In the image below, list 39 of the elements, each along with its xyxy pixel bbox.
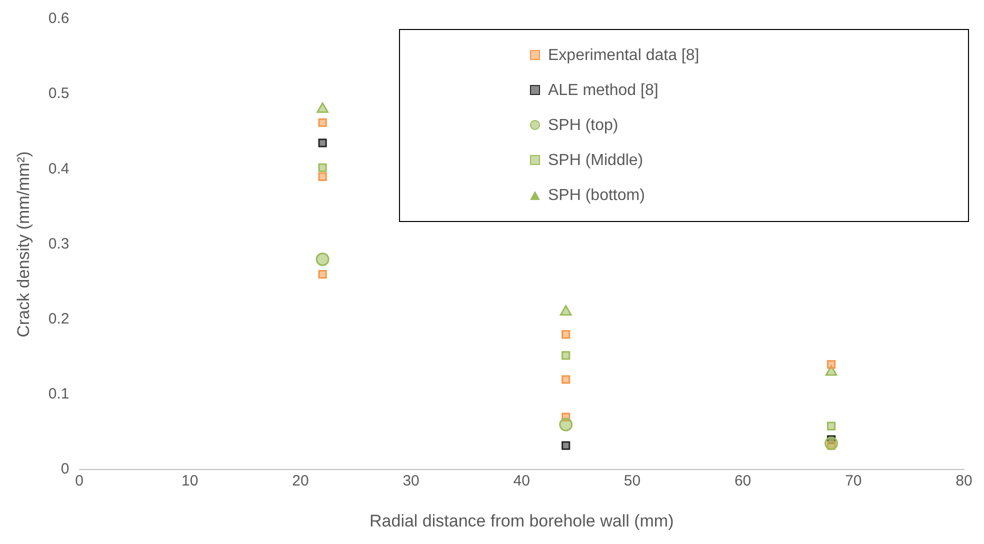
- point: [318, 163, 327, 172]
- point: [316, 252, 330, 266]
- y-axis-title: Crack density (mm/mm²): [14, 151, 33, 338]
- point: [318, 138, 327, 148]
- y-tick-label: 0.6: [48, 10, 70, 28]
- x-tick-label: 0: [75, 472, 84, 490]
- y-tick-label: 0.5: [48, 85, 70, 102]
- x-tick-label: 50: [624, 472, 641, 490]
- point: [824, 436, 838, 450]
- x-axis-title: Radial distance from borehole wall (mm): [370, 511, 674, 530]
- point: [562, 351, 570, 360]
- x-tick-label: 60: [734, 472, 752, 490]
- y-tick-label: 0.1: [48, 386, 70, 403]
- x-tick-label: 40: [513, 472, 530, 490]
- y-tick-label: 0.2: [48, 310, 70, 328]
- x-tick-label: 10: [182, 472, 198, 490]
- point: [562, 330, 570, 339]
- y-tick-label: 0: [60, 460, 70, 478]
- legend-label: SPH (Middle): [548, 152, 644, 169]
- legend-label: ALE method [8]: [548, 82, 658, 99]
- point: [562, 375, 570, 384]
- point: [316, 102, 329, 113]
- point: [318, 118, 327, 127]
- x-tick-label: 20: [292, 472, 309, 490]
- point: [318, 172, 327, 181]
- x-tick-label: 80: [956, 472, 972, 490]
- x-tick-label: 70: [845, 472, 862, 490]
- x-tick-label: 30: [402, 472, 420, 490]
- point: [559, 418, 573, 432]
- y-tick-label: 0.4: [48, 160, 70, 178]
- legend-label: SPH (bottom): [548, 187, 645, 204]
- point: [560, 305, 572, 316]
- point: [827, 360, 836, 369]
- point: [318, 270, 327, 279]
- y-tick-label: 0.3: [48, 235, 70, 252]
- legend-label: SPH (top): [548, 117, 618, 134]
- point: [827, 422, 836, 430]
- point: [562, 441, 570, 450]
- legend-label: Experimental data [8]: [548, 47, 700, 64]
